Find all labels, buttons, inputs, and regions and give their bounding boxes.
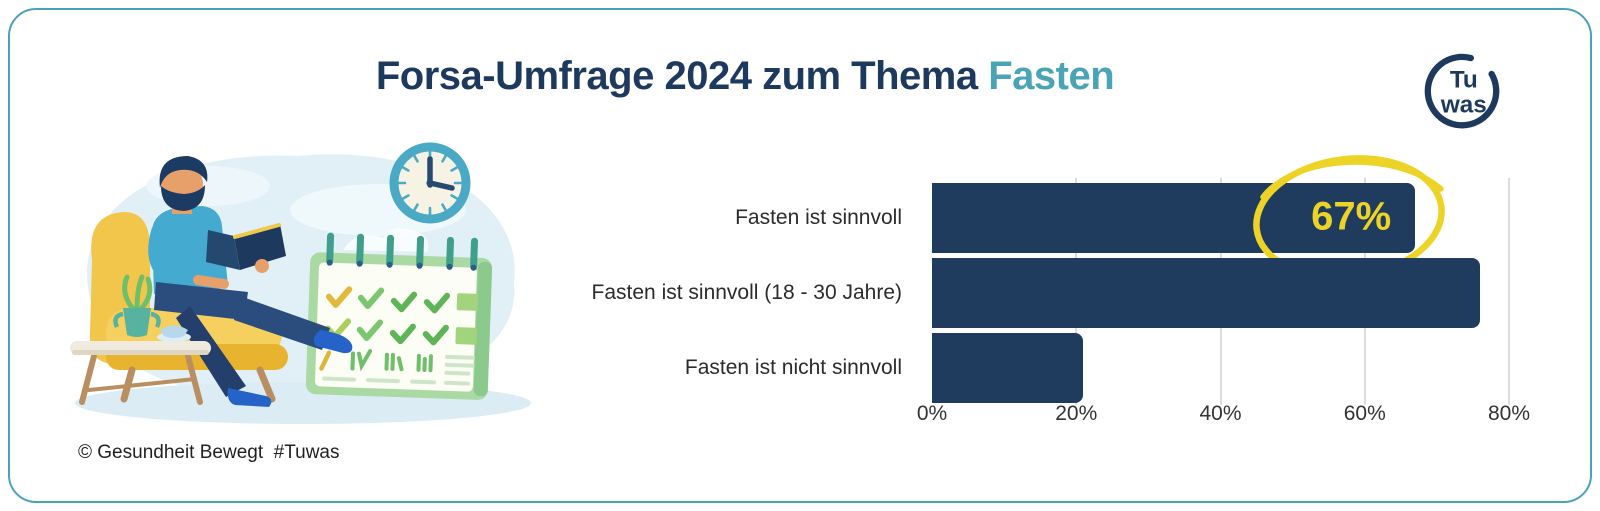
chart-row: Fasten ist sinnvoll (18 - 30 Jahre) (570, 258, 1510, 328)
clock-icon (389, 142, 471, 224)
bar-track (932, 333, 1509, 403)
bar-chart: Fasten ist sinnvoll 67% Fasten ist sinnv… (570, 155, 1530, 443)
person-reading (148, 156, 353, 407)
chart-row: Fasten ist nicht sinnvoll (570, 333, 1510, 403)
axis-tick-label: 20% (1055, 402, 1098, 425)
page-title: Forsa-Umfrage 2024 zum Thema Fasten (0, 54, 1490, 99)
tuwas-logo: Tu was (1417, 44, 1507, 140)
gridline (1508, 178, 1510, 405)
logo-circle-icon: Tu was (1424, 53, 1500, 129)
logo-text-line2: was (1440, 92, 1487, 119)
copyright-credit: © Gesundheit Bewegt #Tuwas (78, 442, 340, 463)
axis-tick-label: 0% (916, 402, 948, 425)
chart-rows: Fasten ist sinnvoll 67% Fasten ist sinnv… (570, 155, 1510, 403)
bar-track (932, 258, 1509, 328)
bar: 67% (932, 155, 1446, 281)
bar (932, 333, 1084, 403)
bar-label: Fasten ist nicht sinnvoll (684, 356, 902, 379)
bar-label: Fasten ist sinnvoll (18 - 30 Jahre) (591, 281, 902, 304)
chart-row: Fasten ist sinnvoll 67% (570, 155, 1510, 281)
illustration-man-reading (48, 98, 548, 438)
bar (932, 258, 1481, 328)
calendar-icon (305, 232, 493, 400)
plant-icon (113, 274, 161, 337)
axis-tick-label: 80% (1487, 402, 1531, 425)
side-table (70, 341, 211, 405)
axis-tick-label: 40% (1199, 402, 1242, 425)
title-highlight: Fasten (988, 54, 1115, 98)
x-axis: 0% 20% 40% 60% 80% (917, 402, 1530, 434)
bar-track: 67% (932, 155, 1509, 281)
logo-text-line1: Tu (1450, 67, 1478, 94)
cup-icon (157, 325, 191, 342)
axis-tick-label: 60% (1343, 402, 1386, 425)
bar-label: Fasten ist sinnvoll (735, 206, 902, 229)
bar-value-label: 67% (1311, 194, 1392, 239)
title-main: Forsa-Umfrage 2024 zum Thema (375, 54, 989, 98)
